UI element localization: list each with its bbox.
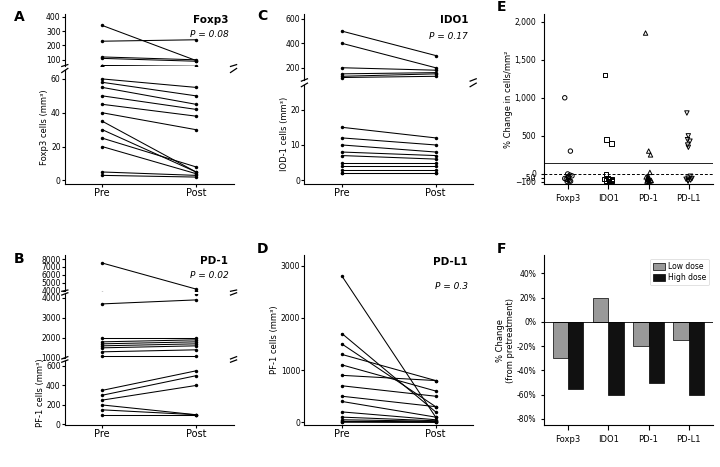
Point bbox=[601, 136, 613, 143]
Bar bbox=[689, 322, 704, 395]
Point bbox=[642, 175, 653, 182]
Y-axis label: PF-1 cells (mm³): PF-1 cells (mm³) bbox=[35, 359, 45, 427]
Text: P = 0.08: P = 0.08 bbox=[190, 30, 228, 40]
Point bbox=[682, 141, 693, 149]
Point bbox=[599, 176, 611, 183]
Y-axis label: % Change in cells/mm²: % Change in cells/mm² bbox=[504, 50, 513, 148]
Y-axis label: PF-1 cells (mm³): PF-1 cells (mm³) bbox=[271, 306, 279, 375]
Point bbox=[563, 173, 575, 180]
Point bbox=[561, 176, 572, 183]
Bar bbox=[608, 322, 624, 395]
Point bbox=[599, 71, 611, 78]
Point bbox=[645, 151, 657, 159]
Point bbox=[685, 176, 696, 184]
Bar bbox=[593, 297, 608, 322]
Bar bbox=[634, 322, 649, 346]
Text: C: C bbox=[257, 9, 267, 23]
Point bbox=[681, 109, 693, 117]
Point bbox=[603, 176, 615, 184]
Y-axis label: Foxp3 cells (mm³): Foxp3 cells (mm³) bbox=[40, 89, 50, 165]
Point bbox=[559, 175, 570, 182]
Bar bbox=[649, 322, 664, 382]
Point bbox=[640, 29, 652, 37]
Point bbox=[682, 136, 693, 143]
Point bbox=[564, 177, 575, 184]
Legend: Low dose, High dose: Low dose, High dose bbox=[650, 259, 709, 285]
Point bbox=[562, 176, 574, 184]
Point bbox=[683, 174, 694, 182]
Text: Foxp3: Foxp3 bbox=[193, 15, 228, 25]
Point bbox=[606, 140, 617, 147]
Point bbox=[686, 175, 698, 182]
Point bbox=[603, 177, 614, 184]
Point bbox=[564, 177, 576, 185]
Text: PD-1: PD-1 bbox=[200, 256, 228, 266]
Point bbox=[683, 177, 694, 184]
Text: A: A bbox=[14, 10, 25, 24]
Bar bbox=[553, 322, 568, 358]
Text: P = 0.02: P = 0.02 bbox=[190, 271, 228, 280]
Point bbox=[642, 177, 653, 185]
Text: E: E bbox=[497, 0, 506, 14]
Y-axis label: % Change
(from pretreatment): % Change (from pretreatment) bbox=[496, 297, 516, 382]
Point bbox=[640, 173, 652, 181]
Y-axis label: IOD-1 cells (mm³): IOD-1 cells (mm³) bbox=[280, 97, 289, 171]
Point bbox=[642, 176, 653, 184]
Point bbox=[602, 175, 613, 182]
Bar bbox=[568, 322, 583, 389]
Text: B: B bbox=[14, 252, 24, 266]
Point bbox=[683, 177, 694, 185]
Point bbox=[564, 171, 576, 179]
Point bbox=[643, 148, 654, 155]
Point bbox=[606, 175, 618, 183]
Point bbox=[643, 174, 654, 182]
Point bbox=[559, 94, 570, 101]
Point bbox=[606, 177, 617, 185]
Point bbox=[684, 137, 696, 145]
Text: PD-L1: PD-L1 bbox=[433, 257, 468, 267]
Point bbox=[564, 148, 576, 155]
Text: P = 0.17: P = 0.17 bbox=[429, 33, 468, 42]
Point bbox=[685, 172, 696, 180]
Point bbox=[566, 172, 577, 180]
Point bbox=[683, 143, 694, 151]
Point bbox=[683, 132, 694, 140]
Point bbox=[562, 178, 573, 185]
Point bbox=[562, 170, 573, 177]
Text: P = 0.3: P = 0.3 bbox=[435, 283, 468, 291]
Point bbox=[600, 177, 612, 184]
Point bbox=[642, 172, 654, 180]
Text: F: F bbox=[497, 241, 506, 255]
Point bbox=[600, 170, 612, 177]
Point bbox=[680, 176, 692, 183]
Text: D: D bbox=[257, 241, 269, 255]
Point bbox=[562, 174, 574, 182]
Point bbox=[644, 178, 655, 185]
Point bbox=[645, 177, 657, 184]
Point bbox=[645, 177, 657, 184]
Bar bbox=[673, 322, 689, 340]
Text: IDO1: IDO1 bbox=[440, 15, 468, 25]
Point bbox=[606, 176, 618, 184]
Point bbox=[644, 169, 656, 176]
Point bbox=[642, 176, 654, 183]
